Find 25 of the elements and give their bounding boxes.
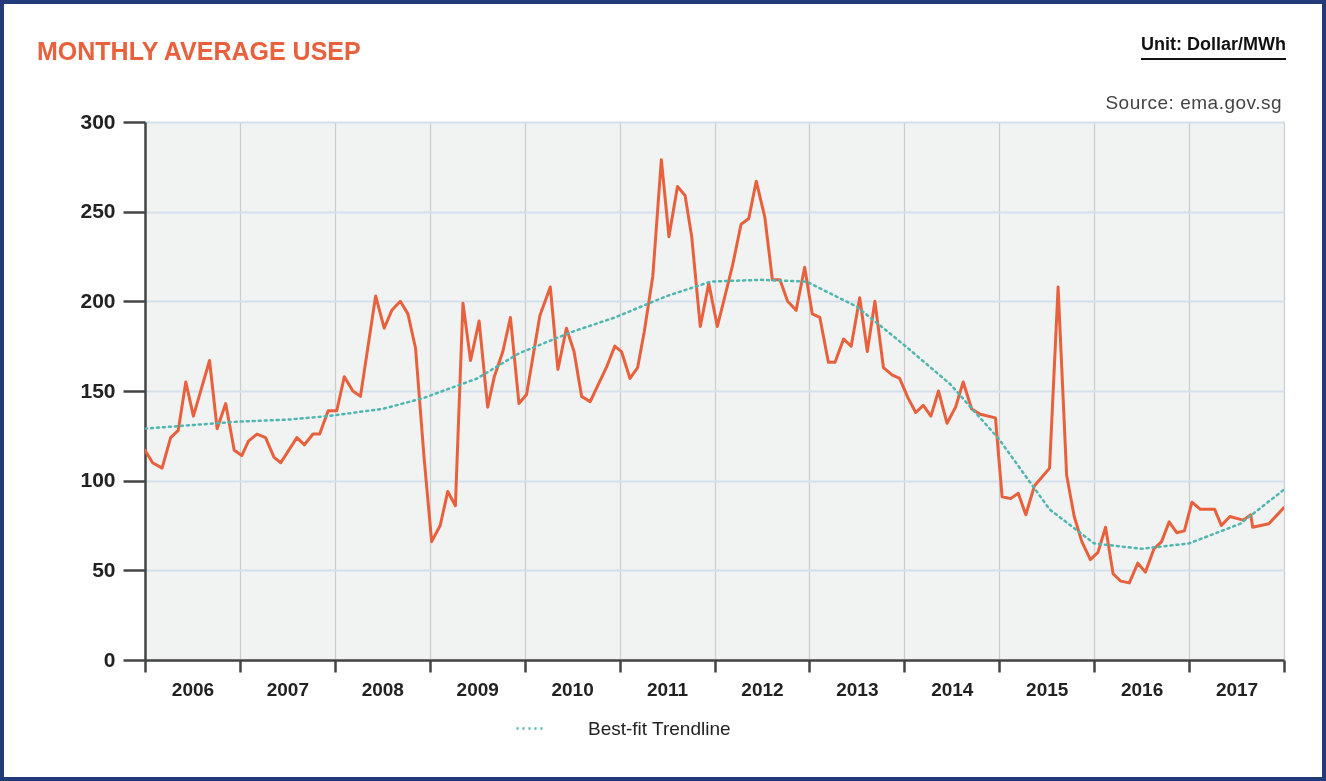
y-tick-label: 0 [103, 647, 116, 671]
chart-title: MONTHLY AVERAGE USEP [37, 37, 361, 65]
x-tick-label: 2010 [551, 678, 594, 700]
x-tick-label: 2008 [361, 678, 404, 700]
line-series [145, 158, 1284, 585]
x-tick-label: 2013 [836, 678, 879, 700]
y-tick-label: 50 [92, 557, 116, 581]
y-tick-label: 150 [80, 378, 116, 402]
x-tick-label: 2017 [1215, 678, 1259, 700]
x-tick-label: 2009 [456, 678, 499, 700]
source-note: Source: ema.gov.sg [1105, 92, 1282, 114]
y-tick-label: 300 [80, 109, 116, 133]
x-tick-label: 2014 [931, 678, 974, 700]
y-tick-label: 100 [80, 468, 116, 492]
x-tick-label: 2011 [646, 678, 689, 700]
y-tick-label: 250 [80, 199, 116, 223]
line-series [145, 278, 1284, 551]
legend-label: Best-fit Trendline [588, 717, 731, 739]
x-tick-label: 2016 [1120, 678, 1164, 700]
text: Unit: Dollar/MWh [1141, 34, 1286, 60]
x-tick-label: 2006 [171, 678, 215, 700]
x-tick-label: 2012 [741, 678, 784, 700]
x-tick-label: 2007 [266, 678, 310, 700]
x-tick-label: 2015 [1026, 678, 1069, 700]
y-tick-label: 200 [80, 288, 116, 312]
